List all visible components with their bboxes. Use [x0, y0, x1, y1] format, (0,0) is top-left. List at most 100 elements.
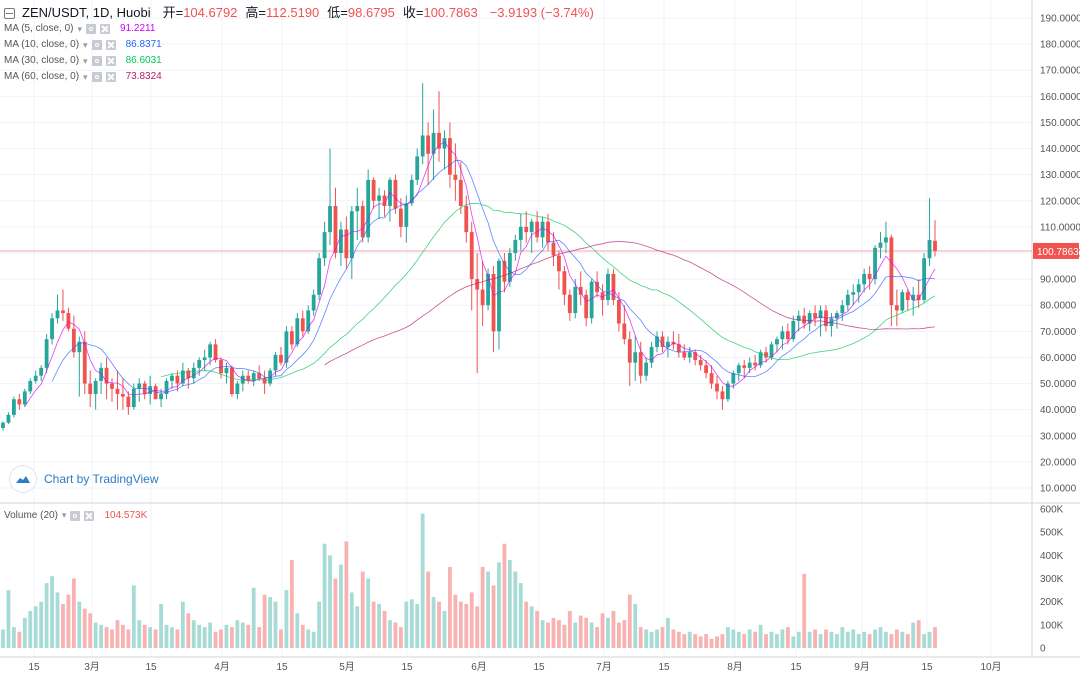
- candle-body: [6, 414, 11, 423]
- volume-bar: [393, 622, 398, 648]
- volume-bar: [480, 566, 485, 648]
- candle-body: [813, 313, 818, 319]
- volume-bar: [687, 631, 692, 648]
- candle-body: [328, 206, 332, 233]
- volume-bar: [856, 634, 861, 648]
- volume-bar: [17, 631, 22, 648]
- candle-body: [82, 341, 87, 384]
- chart-legend: ZEN/USDT, 1D, Huobi 开= 104.6792 高= 112.519…: [4, 6, 594, 84]
- candle-body: [840, 305, 845, 314]
- candle-body: [524, 226, 529, 233]
- gear-icon[interactable]: [91, 40, 102, 50]
- gear-icon[interactable]: [86, 24, 96, 34]
- ma-line: [324, 241, 936, 366]
- chevron-down-icon[interactable]: ▾: [83, 72, 88, 82]
- candle-body: [393, 179, 398, 209]
- candle-body: [426, 135, 431, 154]
- ma-60-value: 73.8324: [125, 71, 162, 82]
- chevron-down-icon[interactable]: ▾: [77, 24, 82, 34]
- tradingview-watermark[interactable]: Chart by TradingView: [10, 466, 159, 492]
- candle-body: [39, 367, 44, 376]
- candle-body: [55, 310, 60, 319]
- close-icon[interactable]: [105, 72, 116, 82]
- ma-30-value: 86.6031: [125, 55, 162, 66]
- gear-icon[interactable]: [91, 72, 102, 82]
- volume-bar: [540, 620, 545, 648]
- candle-body: [289, 331, 294, 345]
- volume-bar: [289, 559, 294, 648]
- candle-body: [502, 260, 507, 282]
- ma-30-row[interactable]: MA (30, close, 0) ▾ 86.6031: [4, 54, 594, 68]
- volume-bar: [77, 601, 82, 648]
- candle-body: [273, 354, 278, 371]
- candle-body: [230, 367, 234, 394]
- cloud-logo-icon: [10, 466, 36, 492]
- candle-body: [284, 331, 289, 363]
- candle-body: [655, 336, 659, 347]
- candle-body: [382, 195, 387, 206]
- candle-body: [911, 294, 916, 300]
- candle-body: [251, 373, 256, 381]
- candle-body: [802, 315, 807, 324]
- volume-bar: [360, 571, 365, 648]
- candle-body: [404, 203, 409, 227]
- symbol-title[interactable]: ZEN/USDT, 1D, Huobi: [22, 5, 151, 20]
- candle-body: [99, 367, 104, 381]
- candle-body: [126, 396, 131, 408]
- volume-bar: [513, 571, 518, 648]
- chevron-down-icon[interactable]: ▾: [61, 510, 67, 520]
- candle-body: [747, 362, 752, 368]
- ma-5-row[interactable]: MA (5, close, 0) ▾ 91.2211: [4, 22, 594, 36]
- volume-bar: [371, 601, 376, 648]
- candle-body: [676, 344, 681, 353]
- volume-bar: [698, 636, 703, 648]
- candle-body: [115, 388, 120, 394]
- chevron-down-icon[interactable]: ▾: [83, 56, 88, 66]
- candle-body: [235, 383, 240, 394]
- candle-body: [562, 271, 567, 295]
- candle-body: [431, 132, 436, 154]
- time-tick-label: 9月: [854, 661, 870, 673]
- candle-body: [736, 365, 741, 374]
- volume-bar: [567, 610, 572, 648]
- volume-bar: [300, 624, 305, 648]
- gear-icon[interactable]: [70, 510, 81, 521]
- collapse-icon[interactable]: [4, 7, 15, 19]
- close-icon[interactable]: [84, 510, 95, 521]
- ma-60-row[interactable]: MA (60, close, 0) ▾ 73.8324: [4, 70, 594, 84]
- volume-bar: [905, 634, 910, 648]
- volume-bar: [448, 566, 452, 648]
- volume-tick-label: 400K: [1040, 551, 1064, 562]
- volume-bar: [131, 585, 136, 648]
- chevron-down-icon[interactable]: ▾: [83, 40, 88, 50]
- close-icon[interactable]: [100, 24, 110, 34]
- volume-bar: [911, 622, 916, 648]
- candle-body: [475, 279, 480, 290]
- candle-body: [257, 373, 262, 379]
- candle-body: [818, 310, 823, 319]
- candle-body: [731, 373, 736, 384]
- candle-body: [638, 352, 643, 376]
- volume-bar: [230, 627, 234, 648]
- candle-body: [578, 286, 583, 295]
- volume-tick-label: 100K: [1040, 620, 1064, 631]
- close-icon[interactable]: [105, 56, 116, 66]
- volume-bar: [317, 601, 322, 648]
- gear-icon[interactable]: [91, 56, 102, 66]
- volume-bar: [731, 629, 736, 648]
- close-icon[interactable]: [105, 40, 116, 50]
- ma-10-row[interactable]: MA (10, close, 0) ▾ 86.8371: [4, 38, 594, 52]
- candle-body: [535, 221, 540, 238]
- volume-bar: [764, 634, 768, 648]
- volume-bar: [758, 624, 763, 648]
- volume-bar: [11, 627, 16, 648]
- candle-body: [796, 315, 801, 321]
- candle-body: [409, 179, 414, 204]
- candle-body: [148, 386, 153, 394]
- candle-body: [540, 221, 545, 238]
- ma-line: [24, 141, 936, 407]
- volume-bar: [644, 629, 649, 648]
- time-tick-label: 5月: [339, 661, 355, 673]
